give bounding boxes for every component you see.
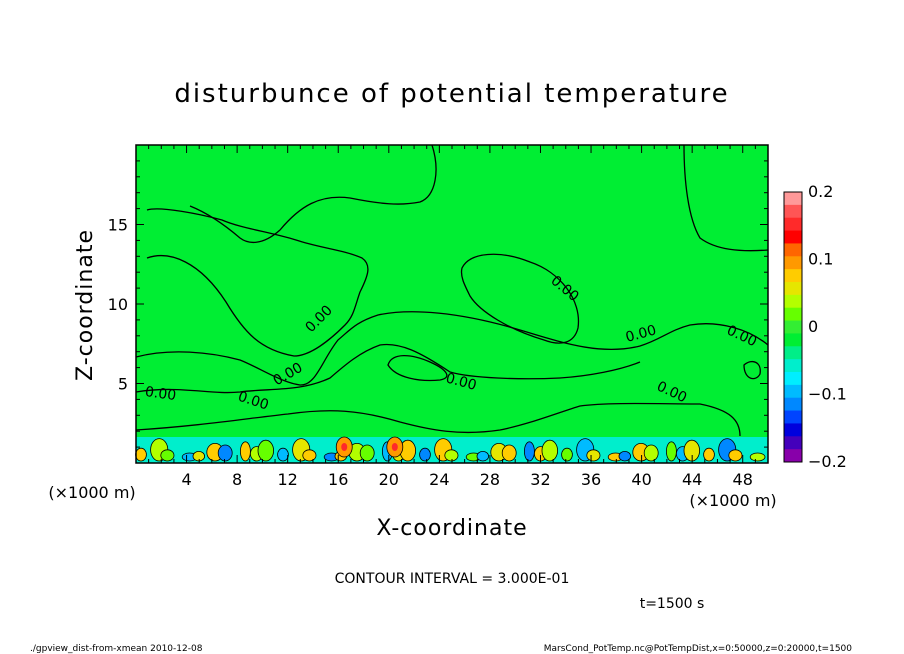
contour-label: 0.00 [624, 322, 658, 346]
y-tick-label: 15 [108, 216, 128, 235]
x-tick-label: 44 [682, 470, 702, 489]
colorbar-swatch [784, 372, 802, 386]
colorbar-swatch [784, 282, 802, 296]
surface-cell [302, 449, 317, 462]
colorbar-swatch [784, 243, 802, 257]
surface-cell [257, 439, 275, 462]
x-tick-label: 32 [530, 470, 550, 489]
colorbar-swatch [784, 359, 802, 373]
contour-line [683, 144, 769, 252]
y-axis-label: Z-coordinate [73, 229, 98, 381]
colorbar-frame [783, 191, 803, 463]
colorbar-swatch [784, 269, 802, 283]
plot-area [135, 145, 768, 463]
field-background [136, 145, 768, 463]
surface-cell [501, 444, 517, 462]
surface-cell [728, 449, 743, 462]
warm-cell-core [391, 443, 398, 451]
colorbar-swatch [784, 384, 802, 399]
footer-right: MarsCond_PotTemp.nc@PotTempDist,x=0:5000… [544, 644, 853, 654]
surface-cell [160, 449, 175, 462]
colorbar-swatch [784, 230, 802, 244]
surface-cell [135, 447, 147, 462]
x-tick-label: 48 [733, 470, 753, 489]
time-text: t=1500 s [640, 596, 705, 612]
colorbar-swatch [784, 192, 802, 206]
contour-line [743, 360, 761, 380]
x-tick-label: 20 [379, 470, 399, 489]
colorbar-tick-label: 0.1 [808, 250, 833, 269]
surface-cell [476, 451, 490, 462]
contour-line [146, 208, 369, 357]
contour-lines [135, 144, 769, 437]
chart-title: disturbunce of potential temperature [174, 79, 729, 109]
x-axis-label: X-coordinate [376, 516, 527, 541]
x-unit-label-right: (×1000 m) [689, 491, 776, 510]
footer-left: ./gpview_dist-from-xmean 2010-12-08 [30, 644, 203, 654]
surface-cell [618, 451, 632, 462]
colorbar: 0.2 0.1 0 −0.1 −0.2 [783, 182, 847, 471]
surface-cell [749, 452, 766, 462]
colorbar-swatch [784, 217, 802, 232]
surface-cell [541, 439, 559, 462]
colorbar-swatch [784, 436, 802, 450]
colorbar-swatch [784, 410, 802, 424]
contour-line [135, 343, 641, 394]
x-tick-label: 8 [232, 470, 242, 489]
colorbar-tick-label: −0.1 [808, 385, 847, 404]
colorbar-tick-label: −0.2 [808, 452, 847, 471]
contour-line [460, 253, 580, 344]
surface-cell [643, 444, 659, 462]
x-tick-label: 24 [429, 470, 449, 489]
surface-cell [666, 441, 677, 462]
y-tick-label: 5 [118, 375, 128, 394]
colorbar-swatch [784, 333, 802, 347]
surface-cell [444, 449, 459, 462]
surface-cell [586, 449, 601, 462]
colorbar-tick-label: 0.2 [808, 182, 833, 201]
surface-cell [359, 444, 375, 462]
colorbar-swatch [784, 307, 802, 322]
contour-interval-text: CONTOUR INTERVAL = 3.000E-01 [335, 571, 570, 587]
y-tick-label: 10 [108, 295, 128, 314]
contour-label: 0.00 [444, 370, 478, 394]
colorbar-swatch [784, 346, 802, 360]
warm-cell-core [341, 443, 348, 451]
x-tick-label: 12 [278, 470, 298, 489]
surface-cell [277, 447, 289, 462]
surface-cell [419, 447, 431, 462]
surface-cell [703, 447, 715, 462]
colorbar-swatch [784, 320, 802, 334]
contour-line [135, 311, 769, 386]
x-tick-label: 4 [181, 470, 191, 489]
surface-cell [561, 447, 573, 462]
contour-line [135, 402, 741, 437]
contour-label: 0.00 [144, 384, 177, 404]
surface-cell [239, 441, 251, 462]
colorbar-swatch [784, 294, 802, 309]
x-tick-label: 28 [480, 470, 500, 489]
colorbar-swatch [784, 423, 802, 437]
contour-line [189, 144, 437, 243]
colorbar-swatch [784, 397, 802, 412]
x-unit-label: (×1000 m) [48, 483, 135, 502]
colorbar-swatch [784, 256, 802, 270]
x-tick-label: 40 [631, 470, 651, 489]
surface-cell [524, 441, 535, 462]
x-tick-label: 36 [581, 470, 601, 489]
colorbar-tick-label: 0 [808, 317, 818, 336]
surface-cell [217, 444, 233, 462]
x-tick-label: 16 [328, 470, 348, 489]
colorbar-swatch [784, 449, 802, 463]
colorbar-swatch [784, 204, 802, 219]
contour-line [387, 354, 448, 382]
